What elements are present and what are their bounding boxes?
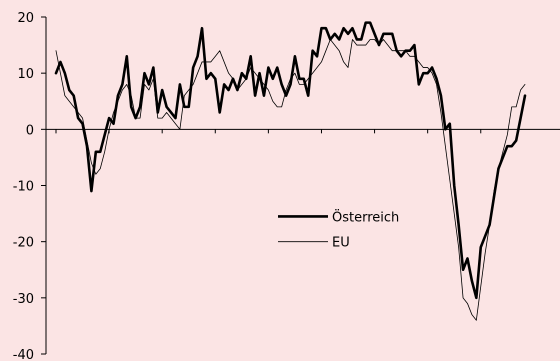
y-tick-label: -40 xyxy=(13,348,34,361)
legend-label: Österreich xyxy=(332,208,399,225)
legend-label: EU xyxy=(332,236,350,251)
y-tick-label: 20 xyxy=(17,11,34,26)
y-tick-label: -10 xyxy=(13,180,34,195)
legend: Österreich EU xyxy=(278,208,399,251)
y-ticks: 20 10 0 -10 -20 -30 -40 xyxy=(13,11,46,361)
series-layer xyxy=(54,21,527,321)
y-tick-label: 10 xyxy=(17,67,34,82)
y-tick-label: -20 xyxy=(13,236,34,251)
series-line-oesterreich xyxy=(54,21,527,300)
y-tick-label: -30 xyxy=(13,292,34,307)
series-line-eu xyxy=(55,39,526,321)
y-tick-label: 0 xyxy=(26,123,34,138)
